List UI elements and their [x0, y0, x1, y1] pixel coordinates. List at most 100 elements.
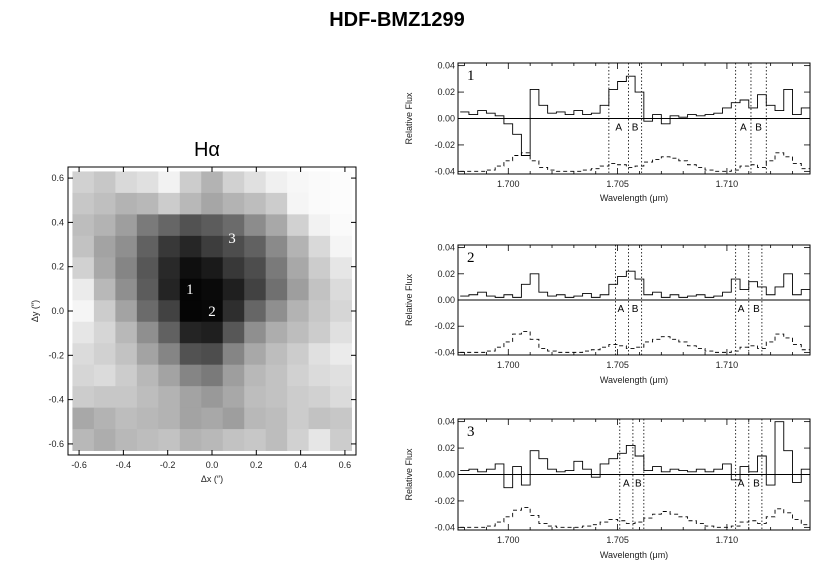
- heatmap-cell: [201, 386, 224, 409]
- sky-spectrum-line: [460, 507, 810, 528]
- x-axis-title: Wavelength (μm): [600, 375, 668, 385]
- heatmap-cell: [201, 429, 224, 451]
- heatmap-cell: [93, 321, 116, 344]
- heatmap-cell: [222, 171, 245, 194]
- heatmap-cell: [136, 407, 159, 430]
- heatmap-cell: [93, 192, 116, 215]
- heatmap-cell: [308, 257, 331, 280]
- heatmap-cell: [179, 257, 202, 280]
- heatmap-cell: [308, 343, 331, 366]
- line-id-label: B: [635, 479, 642, 490]
- x-tick-label: 1.710: [716, 535, 739, 545]
- heatmap-cell: [201, 300, 224, 323]
- heatmap-cell: [308, 214, 331, 237]
- map-ytick-label: -0.4: [48, 395, 64, 405]
- heatmap-cell: [308, 171, 331, 194]
- y-tick-label: -0.04: [434, 522, 455, 532]
- heatmap-cell: [158, 171, 181, 194]
- heatmap-cell: [287, 343, 310, 366]
- y-tick-label: 0.02: [437, 443, 455, 453]
- heatmap-cell: [244, 235, 267, 258]
- heatmap-cell: [308, 386, 331, 409]
- heatmap-cell: [265, 364, 288, 387]
- y-axis-title: Relative Flux: [404, 92, 414, 145]
- heatmap-cell: [265, 171, 288, 194]
- heatmap-cell: [222, 192, 245, 215]
- heatmap-cell: [222, 364, 245, 387]
- map-xtick-label: 0.4: [294, 460, 307, 470]
- heatmap-cell: [115, 364, 138, 387]
- heatmap-cell: [179, 343, 202, 366]
- heatmap-cell: [308, 429, 331, 451]
- heatmap-cell: [201, 407, 224, 430]
- heatmap-cell: [308, 278, 331, 301]
- map-ytick-label: 0.4: [51, 217, 64, 227]
- heatmap-cell: [136, 343, 159, 366]
- heatmap-cell: [330, 300, 352, 323]
- map-ytick-label: 0.0: [51, 306, 64, 316]
- heatmap-cell: [115, 257, 138, 280]
- heatmap-cell: [93, 386, 116, 409]
- heatmap-cell: [93, 257, 116, 280]
- heatmap-cell: [222, 429, 245, 451]
- y-tick-label: -0.02: [434, 496, 455, 506]
- heatmap-cell: [93, 429, 116, 451]
- heatmap-cell: [179, 300, 202, 323]
- line-id-label: B: [632, 304, 639, 315]
- x-axis-title: Wavelength (μm): [600, 550, 668, 560]
- heatmap-cell: [179, 278, 202, 301]
- map-xlabel: Δx (″): [201, 474, 223, 484]
- heatmap-cell: [72, 429, 95, 451]
- x-tick-label: 1.700: [497, 360, 520, 370]
- heatmap-cell: [115, 171, 138, 194]
- heatmap-cell: [72, 171, 95, 194]
- map-xtick-label: -0.2: [160, 460, 176, 470]
- heatmap-cell: [287, 214, 310, 237]
- heatmap-cell: [330, 235, 352, 258]
- y-tick-label: 0.02: [437, 269, 455, 279]
- map-annotations: 12 3: [186, 231, 236, 320]
- heatmap-cell: [308, 364, 331, 387]
- heatmap-cell: [179, 235, 202, 258]
- heatmap-cell: [158, 386, 181, 409]
- map-xtick-label: 0.2: [250, 460, 263, 470]
- heatmap-cell: [201, 343, 224, 366]
- heatmap-cell: [222, 321, 245, 344]
- y-tick-label: 0.04: [437, 417, 455, 427]
- heatmap-cell: [72, 407, 95, 430]
- heatmap-cell: [158, 364, 181, 387]
- heatmap-cell: [265, 278, 288, 301]
- heatmap-cell: [287, 257, 310, 280]
- figure-title: HDF-BMZ1299: [329, 9, 465, 31]
- line-id-label: B: [753, 479, 760, 490]
- heatmap-cell: [244, 257, 267, 280]
- heatmap-cell: [308, 300, 331, 323]
- heatmap-cell: [287, 235, 310, 258]
- y-tick-label: -0.04: [434, 347, 455, 357]
- x-tick-label: 1.700: [497, 535, 520, 545]
- heatmap-cell: [265, 407, 288, 430]
- x-tick-label: 1.700: [497, 179, 520, 189]
- y-axis-title: Relative Flux: [404, 448, 414, 501]
- x-tick-label: 1.705: [606, 179, 629, 189]
- heatmap-cell: [158, 192, 181, 215]
- heatmap-cell: [72, 386, 95, 409]
- heatmap-cell: [201, 278, 224, 301]
- panel-number-label: 1: [467, 68, 475, 84]
- heatmap-cell: [72, 192, 95, 215]
- y-axis-title: Relative Flux: [404, 273, 414, 326]
- map-ytick-label: -0.2: [48, 350, 64, 360]
- heatmap-cell: [330, 171, 352, 194]
- heatmap-cell: [136, 300, 159, 323]
- y-tick-label: -0.02: [434, 140, 455, 150]
- heatmap-cell: [136, 235, 159, 258]
- heatmap-cell: [136, 429, 159, 451]
- panel-number-label: 3: [467, 424, 475, 440]
- heatmap-cell: [179, 192, 202, 215]
- heatmap-cell: [287, 386, 310, 409]
- heatmap-cell: [115, 407, 138, 430]
- heatmap-cell: [222, 407, 245, 430]
- heatmap-cell: [179, 214, 202, 237]
- line-id-label: B: [753, 304, 760, 315]
- heatmap-cell: [72, 278, 95, 301]
